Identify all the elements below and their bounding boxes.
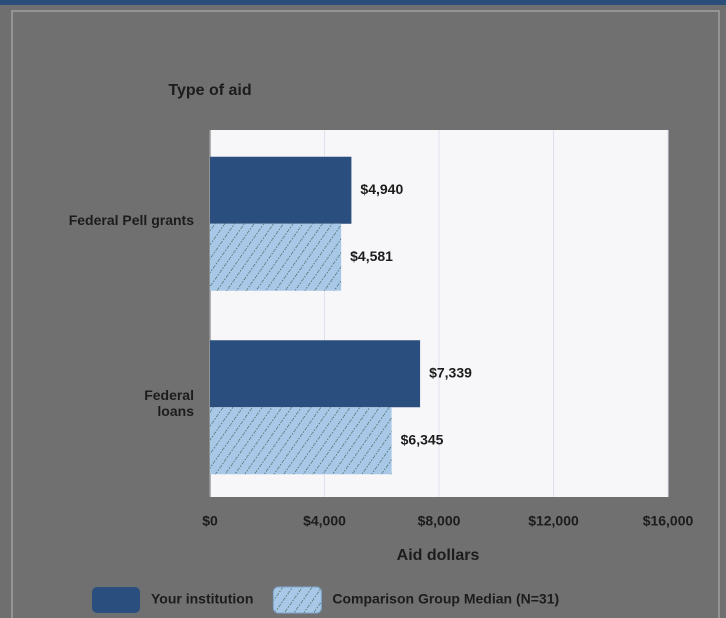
x-tick-label: $8,000 xyxy=(418,513,461,529)
value-label: $4,940 xyxy=(360,181,403,197)
y-axis-title: Type of aid xyxy=(168,82,251,99)
bar xyxy=(210,156,352,224)
legend-label: Your institution xyxy=(151,591,253,607)
y-tick-label: Federal Pell grants xyxy=(68,211,194,228)
legend-label: Comparison Group Median (N=31) xyxy=(332,591,559,607)
top-band xyxy=(0,0,726,5)
x-tick-label: $12,000 xyxy=(528,513,579,529)
value-label: $7,339 xyxy=(429,364,472,380)
y-tick-label: Federal loans xyxy=(144,387,194,420)
bar xyxy=(210,340,421,408)
x-tick-label: $0 xyxy=(202,513,218,529)
bar xyxy=(210,407,392,475)
x-axis-title: Aid dollars xyxy=(397,547,480,564)
x-tick-label: $16,000 xyxy=(643,513,694,529)
value-label: $6,345 xyxy=(401,431,444,447)
x-tick-label: $4,000 xyxy=(303,513,346,529)
legend-swatch xyxy=(92,587,140,613)
bar xyxy=(210,223,342,291)
value-label: $4,581 xyxy=(350,248,393,264)
legend-swatch xyxy=(272,586,322,614)
